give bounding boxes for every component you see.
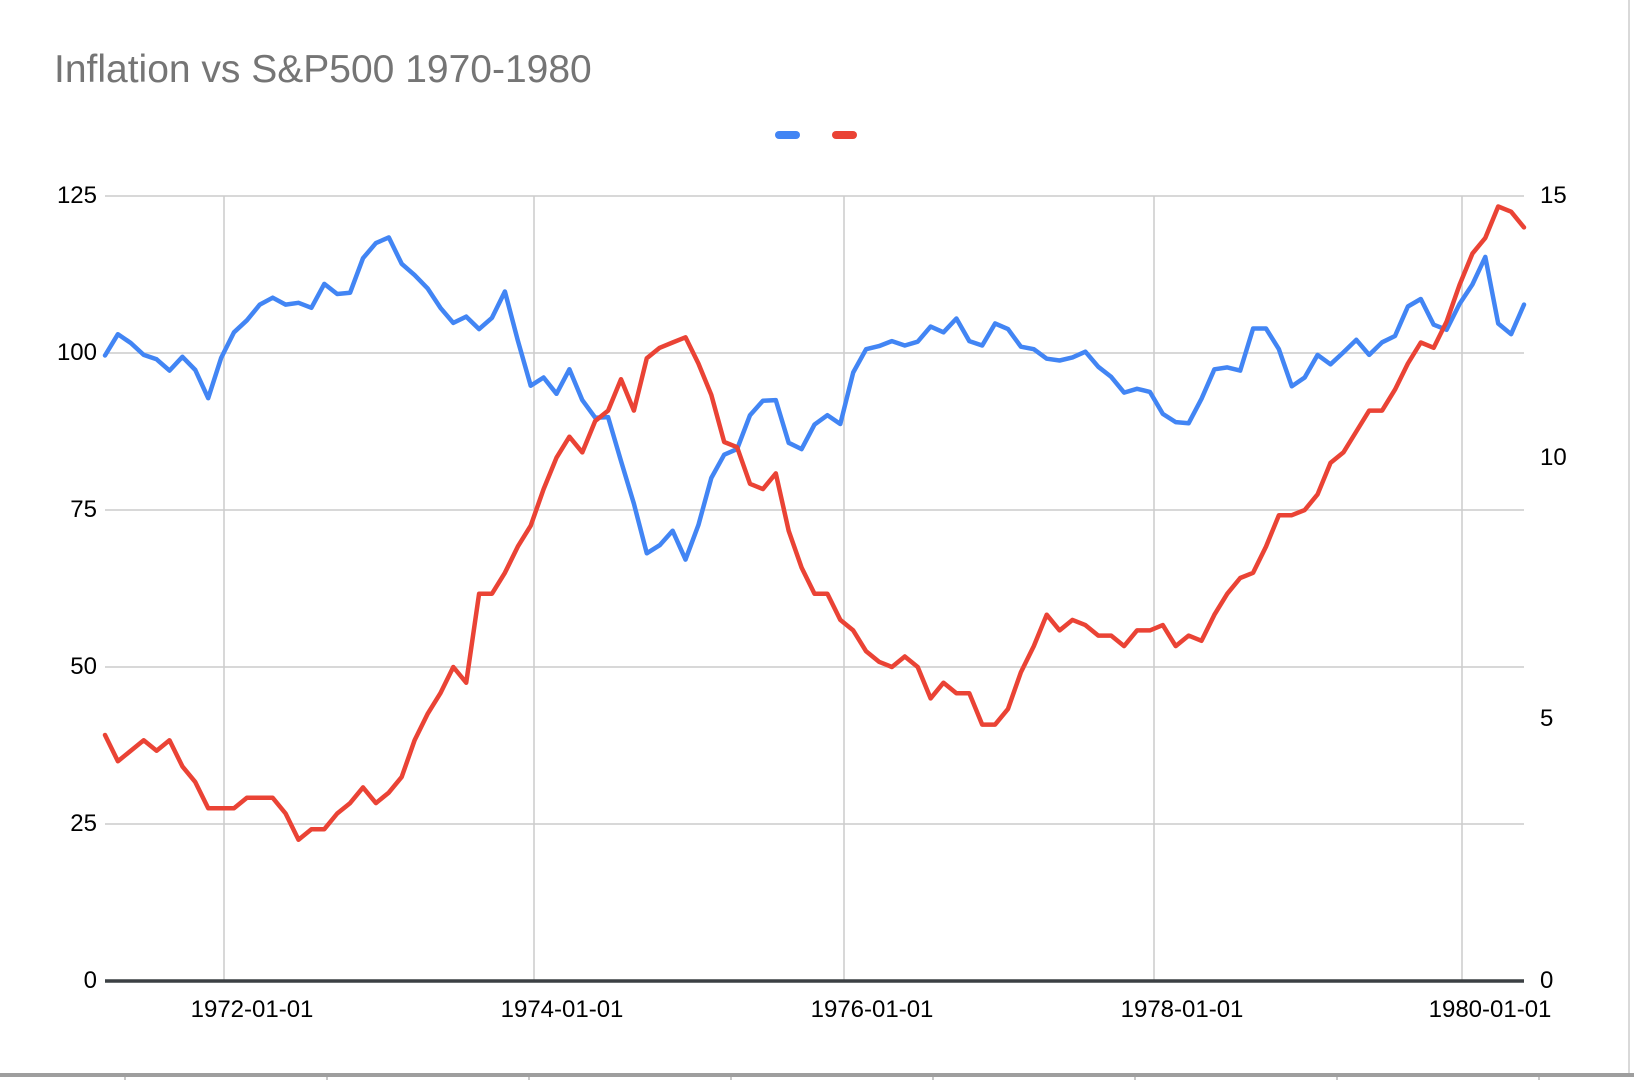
sheet-column-tick (1538, 1077, 1540, 1080)
x-axis-tick-label: 1974-01-01 (500, 996, 624, 1023)
y-axis-left-tick-label: 100 (56, 339, 97, 366)
y-axis-left-tick-label: 0 (83, 967, 97, 994)
y-axis-left-tick-label: 75 (70, 496, 97, 523)
x-axis-tick-label: 1980-01-01 (1428, 996, 1552, 1023)
y-axis-left-tick-label: 125 (56, 182, 97, 209)
sheet-right-border (1628, 0, 1630, 1073)
chart-title: Inflation vs S&P500 1970-1980 (54, 48, 592, 91)
sheet-column-tick (124, 1077, 126, 1080)
y-axis-right-tick-label: 15 (1540, 182, 1567, 209)
sheet-bottom-border (0, 1073, 1634, 1077)
sheet-column-tick (1336, 1077, 1338, 1080)
inflation-line (102, 204, 1527, 842)
y-axis-left-tick-label: 25 (70, 810, 97, 837)
y-axis-right-tick-label: 10 (1540, 443, 1567, 471)
sp500-line (102, 235, 1527, 562)
legend-swatch-sp500 (775, 131, 800, 139)
sheet-column-tick (1134, 1077, 1136, 1080)
x-axis-tick-label: 1972-01-01 (190, 996, 314, 1023)
sheet-column-tick (528, 1077, 530, 1080)
y-axis-right-tick-label: 0 (1540, 967, 1554, 994)
y-axis-left-tick-label: 50 (70, 653, 97, 680)
legend-swatch-inflation (832, 131, 857, 139)
x-axis-tick-label: 1976-01-01 (810, 996, 934, 1023)
sheet-column-tick (932, 1077, 934, 1080)
y-axis-right-tick-label: 5 (1540, 705, 1554, 733)
sheet-column-tick (730, 1077, 732, 1080)
x-axis-tick-label: 1978-01-01 (1120, 996, 1244, 1023)
sheet-column-tick (326, 1077, 328, 1080)
